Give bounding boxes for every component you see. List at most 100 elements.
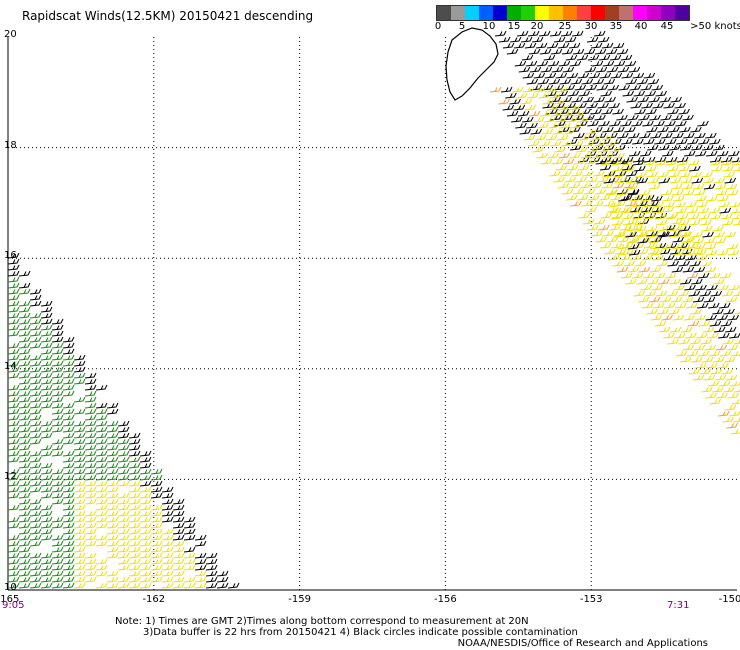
wind-barb xyxy=(720,213,733,220)
wind-barb xyxy=(653,302,665,309)
wind-barb xyxy=(621,138,633,145)
wind-barb xyxy=(551,158,564,165)
wind-barb xyxy=(584,158,597,165)
legend-swatch xyxy=(479,6,493,20)
wind-barb xyxy=(128,474,141,481)
wind-barb xyxy=(566,72,579,79)
wind-barb xyxy=(734,310,740,315)
wind-barb xyxy=(29,486,42,493)
wind-barb xyxy=(546,42,559,49)
wind-barb xyxy=(29,342,42,349)
wind-barb xyxy=(663,254,675,261)
wind-barb xyxy=(586,36,599,43)
wind-barb xyxy=(7,360,20,367)
wind-barb xyxy=(216,582,229,589)
wind-barb xyxy=(621,164,634,171)
wind-barb xyxy=(29,402,42,409)
wind-barb xyxy=(7,372,20,379)
wind-barb xyxy=(632,72,645,79)
wind-barb xyxy=(29,564,42,571)
wind-barb xyxy=(139,504,152,511)
wind-barb xyxy=(29,468,42,475)
wind-barb xyxy=(62,528,75,535)
wind-barb xyxy=(553,98,565,105)
wind-barb xyxy=(513,104,526,111)
wind-barb xyxy=(665,159,678,166)
wind-barb xyxy=(73,510,86,517)
wind-barb xyxy=(29,360,42,367)
wind-barb xyxy=(587,120,599,127)
wind-barb xyxy=(73,552,86,559)
wind-barb xyxy=(516,30,529,37)
wind-barb xyxy=(628,66,641,73)
wind-barb xyxy=(725,183,738,190)
wind-barb xyxy=(7,564,20,571)
wind-barb xyxy=(540,158,553,165)
wind-barb xyxy=(73,474,86,481)
wind-barb xyxy=(649,266,662,273)
wind-barb xyxy=(581,200,593,207)
wind-barb xyxy=(560,140,573,147)
wind-barb xyxy=(51,444,64,451)
wind-barb xyxy=(62,366,75,373)
wind-barb xyxy=(626,170,638,177)
wind-barb xyxy=(571,96,583,103)
wind-barb xyxy=(128,498,141,505)
wind-barb xyxy=(516,92,528,99)
wind-barb xyxy=(636,278,648,285)
wind-barb xyxy=(150,528,163,535)
wind-barb xyxy=(567,90,579,97)
wind-barb xyxy=(51,348,64,355)
wind-barb xyxy=(651,206,663,213)
wind-barb xyxy=(643,242,656,249)
wind-barb xyxy=(664,224,676,231)
wind-barb xyxy=(18,450,31,457)
wind-barb xyxy=(18,564,31,571)
wind-barb xyxy=(106,462,119,469)
wind-barb xyxy=(594,114,606,121)
wind-barb xyxy=(62,426,75,433)
wind-barb xyxy=(663,102,675,109)
wind-barb xyxy=(95,462,108,469)
wind-barb xyxy=(51,492,64,499)
wind-barb xyxy=(680,356,692,363)
wind-barb xyxy=(544,116,556,123)
wind-barb xyxy=(718,410,730,417)
wind-barb xyxy=(618,84,631,91)
wind-barb xyxy=(95,486,108,493)
wind-barb xyxy=(715,189,728,196)
wind-barb xyxy=(671,266,684,273)
wind-barb xyxy=(682,344,695,351)
wind-barb xyxy=(139,450,152,457)
wind-barb xyxy=(532,146,544,153)
wind-barb xyxy=(675,224,687,231)
wind-barb xyxy=(95,468,108,475)
wind-barb xyxy=(643,156,656,163)
wind-barb xyxy=(117,474,130,481)
wind-barb xyxy=(528,48,541,55)
wind-barb xyxy=(502,42,515,49)
wind-barb xyxy=(620,120,632,127)
wind-barb xyxy=(549,92,561,99)
wind-barb xyxy=(128,564,141,571)
wind-barb xyxy=(726,422,738,429)
wind-barb xyxy=(706,195,718,202)
wind-barb xyxy=(40,378,53,385)
wind-barb xyxy=(569,126,581,133)
wind-barb xyxy=(664,302,676,309)
wind-barb xyxy=(150,546,163,553)
wind-barb xyxy=(641,102,653,109)
wind-barb xyxy=(570,122,582,129)
wind-barb xyxy=(7,426,20,433)
wind-barb xyxy=(608,254,620,261)
wind-barb xyxy=(645,165,657,172)
wind-barb xyxy=(161,534,174,541)
wind-barb xyxy=(106,528,119,535)
wind-barb xyxy=(128,480,141,487)
wind-barb xyxy=(587,146,599,153)
wind-barb xyxy=(565,54,578,61)
wind-barb xyxy=(636,231,648,238)
legend-swatch xyxy=(437,6,451,20)
wind-barb xyxy=(523,134,536,141)
wind-barb xyxy=(172,498,185,505)
